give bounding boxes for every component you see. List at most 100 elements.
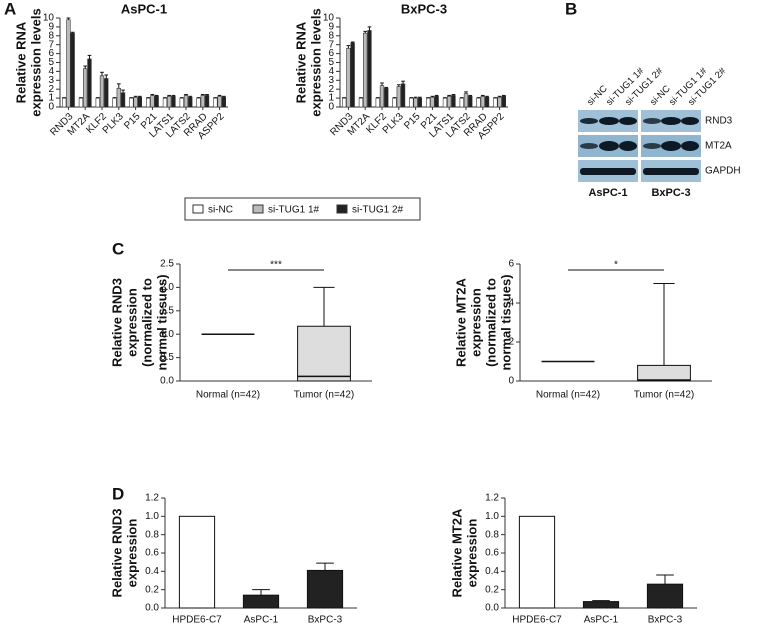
x-tick-label: Normal (n=42) xyxy=(196,390,260,401)
y-tick-label: 0.2 xyxy=(145,584,159,595)
y-tick-label: 2 xyxy=(328,84,334,95)
y-tick-label: 0.0 xyxy=(145,603,159,614)
bar xyxy=(242,594,280,609)
y-tick-label: 0.4 xyxy=(485,566,499,577)
panel-letter: B xyxy=(565,0,577,18)
x-tick-label: Tumor (n=42) xyxy=(634,390,694,401)
significance-label: * xyxy=(614,260,618,271)
bar xyxy=(396,86,401,108)
y-tick-label: 2 xyxy=(48,84,54,95)
bar xyxy=(434,96,439,108)
y-tick-label: 3 xyxy=(48,75,54,86)
bar xyxy=(196,97,201,108)
legend-label: si-TUG1 1# xyxy=(268,205,320,216)
band xyxy=(681,117,699,125)
band xyxy=(580,168,636,175)
y-axis-label: Relative RNA xyxy=(13,21,28,103)
legend-label: si-TUG1 2# xyxy=(352,205,404,216)
legend-box xyxy=(184,197,421,221)
y-tick-label: 0.8 xyxy=(145,529,159,540)
bar xyxy=(146,97,151,108)
legend-swatch xyxy=(336,204,348,214)
bar xyxy=(346,47,351,108)
bar xyxy=(95,97,100,108)
bar xyxy=(179,97,184,108)
cell-line-label: AsPC-1 xyxy=(588,187,627,199)
y-tick-label: 0.0 xyxy=(160,376,174,387)
bar xyxy=(221,96,226,108)
y-tick-label: 2 xyxy=(508,337,514,348)
bar xyxy=(204,95,210,108)
bar xyxy=(442,97,448,108)
bar xyxy=(417,97,422,108)
y-tick-label: 4 xyxy=(48,66,54,77)
y-axis-label: normal tissues) xyxy=(498,274,513,370)
bar xyxy=(167,96,172,108)
chart-title: AsPC-1 xyxy=(121,1,167,16)
bar xyxy=(104,78,109,108)
x-tick-label: P15 xyxy=(122,111,143,132)
y-tick-label: 3 xyxy=(328,75,334,86)
bar xyxy=(112,97,117,108)
bar xyxy=(66,19,71,108)
bar xyxy=(150,95,155,108)
y-tick-label: 0.4 xyxy=(145,566,159,577)
band xyxy=(681,141,699,151)
bar xyxy=(116,88,121,108)
bar xyxy=(78,97,84,108)
y-axis-label: expression xyxy=(124,519,139,588)
bar xyxy=(99,75,105,108)
y-tick-label: 0 xyxy=(508,376,514,387)
band xyxy=(599,117,619,125)
x-tick-label: BxPC-3 xyxy=(648,615,683,626)
bar xyxy=(646,583,684,609)
bar xyxy=(480,96,485,108)
bar xyxy=(350,42,355,108)
y-axis-label: expression levels xyxy=(308,8,323,116)
y-tick-label: 0 xyxy=(328,102,334,113)
x-tick-label: Normal (n=42) xyxy=(536,390,600,401)
y-tick-label: 1 xyxy=(328,93,334,104)
y-tick-label: 2.5 xyxy=(160,259,174,270)
y-tick-label: 0.0 xyxy=(485,603,499,614)
y-tick-label: 6 xyxy=(48,48,54,59)
y-tick-label: 9 xyxy=(48,22,54,33)
bar xyxy=(363,32,368,108)
bar xyxy=(426,97,431,108)
bar xyxy=(162,97,168,108)
panel-letter: D xyxy=(112,484,124,503)
y-tick-label: 7 xyxy=(328,39,334,50)
band xyxy=(619,141,637,151)
bar xyxy=(133,96,138,108)
bar xyxy=(358,97,364,108)
bar xyxy=(400,83,406,108)
box xyxy=(637,364,691,382)
band xyxy=(643,168,699,175)
panel-letter: C xyxy=(112,239,124,258)
y-tick-label: 2.0 xyxy=(160,282,174,293)
y-tick-label: 0.6 xyxy=(145,548,159,559)
band xyxy=(661,117,681,125)
bar xyxy=(447,96,452,108)
y-axis-label: (normalized to xyxy=(139,278,154,367)
bar xyxy=(501,96,506,108)
y-tick-label: 5 xyxy=(328,57,334,68)
y-axis-label: Relative MT2A xyxy=(453,277,468,366)
x-tick-label: AsPC-1 xyxy=(584,615,619,626)
y-tick-label: 9 xyxy=(328,22,334,33)
bar xyxy=(384,88,389,108)
y-axis-label: Relative MT2A xyxy=(449,508,464,597)
y-axis-label: expression levels xyxy=(28,8,43,116)
bar xyxy=(463,93,469,108)
y-tick-label: 1 xyxy=(48,93,54,104)
bar xyxy=(367,30,372,108)
y-axis-label: expression xyxy=(464,519,479,588)
bar xyxy=(213,97,218,108)
x-tick-label: P15 xyxy=(402,111,423,132)
y-tick-label: 0 xyxy=(48,102,54,113)
bar xyxy=(70,32,75,108)
bar xyxy=(154,96,159,108)
band xyxy=(643,118,661,124)
legend-swatch xyxy=(192,204,204,214)
bar xyxy=(582,601,620,609)
